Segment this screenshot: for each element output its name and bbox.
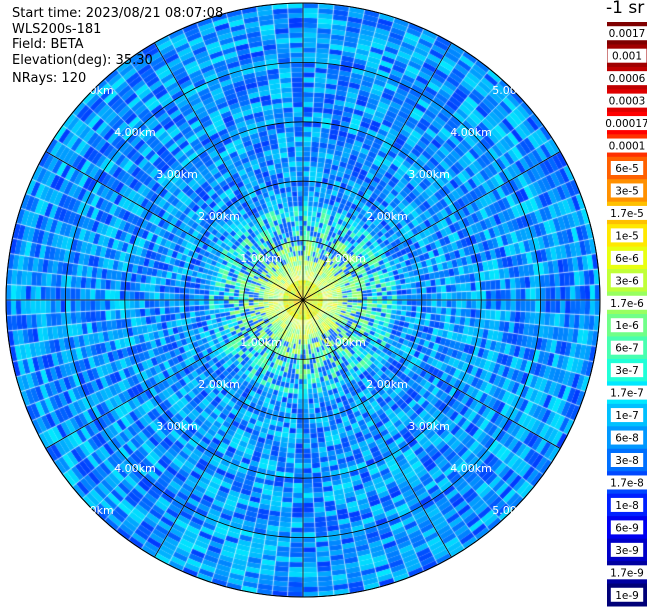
colorbar-tick-label: 0.0006 <box>609 73 646 85</box>
colorbar-label-bg <box>610 340 644 355</box>
ring-label: 5.00km <box>492 504 534 517</box>
colorbar-label-bg <box>610 587 644 602</box>
colorbar-label-bg <box>604 295 647 310</box>
ring-label: 2.00km <box>198 210 240 223</box>
colorbar-tick-label: 1.7e-6 <box>610 298 644 310</box>
colorbar-label-bg <box>610 497 644 512</box>
ring-label: 4.00km <box>114 462 156 475</box>
colorbar-tick-label: 0.00017 <box>605 118 647 130</box>
azimuth-spoke <box>302 299 561 449</box>
ring-label: 2.00km <box>366 378 408 391</box>
ring-label: 5.00km <box>72 84 114 97</box>
colorbar-tick-label: 6e-7 <box>615 343 639 355</box>
start-time-label: Start time: 2023/08/21 08:07:08 <box>12 6 224 21</box>
azimuth-spoke <box>45 151 304 301</box>
ring-label: 5.00km <box>492 84 534 97</box>
nrays-label: NRays: 120 <box>12 71 87 86</box>
colorbar-label-bg <box>604 93 647 108</box>
colorbar-label-bg <box>610 228 644 243</box>
ring-label: 4.00km <box>450 126 492 139</box>
ring-label: 1.00km <box>240 336 282 349</box>
colorbar-label-bg <box>610 408 644 423</box>
colorbar-tick-label: 3e-7 <box>615 365 639 377</box>
ring-label: 1.00km <box>324 336 366 349</box>
colorbar-tick-label: 1.7e-8 <box>610 477 644 489</box>
colorbar-tick-label: 6e-6 <box>615 253 639 265</box>
colorbar-label-bg <box>604 205 647 220</box>
azimuth-spoke <box>302 299 452 558</box>
colorbar-label-bg <box>610 318 644 333</box>
colorbar-tick-label: 6e-8 <box>615 433 639 445</box>
colorbar-tick-label: 3e-6 <box>615 275 639 287</box>
colorbar-label-bg <box>610 453 644 467</box>
azimuth-spoke <box>154 42 304 301</box>
field-label: Field: BETA <box>12 37 84 52</box>
colorbar-label-bg <box>610 250 644 265</box>
ring-label: 5.00km <box>72 504 114 517</box>
colorbar-tick-label: 1.7e-5 <box>610 208 644 220</box>
colorbar-label-bg <box>604 385 647 400</box>
azimuth-spoke <box>45 299 304 449</box>
colorbar-label-bg <box>604 475 647 490</box>
ring-label: 2.00km <box>366 210 408 223</box>
colorbar-tick-label: 1.7e-7 <box>610 388 644 400</box>
azimuth-spoke <box>302 151 561 301</box>
elevation-label: Elevation(deg): 35.30 <box>12 53 153 68</box>
colorbar-tick-label: 3e-9 <box>615 545 639 557</box>
colorbar-tick-label: 3e-8 <box>615 455 639 467</box>
ring-label: 4.00km <box>114 126 156 139</box>
colorbar-label-bg <box>610 542 644 557</box>
ring-label: 3.00km <box>408 420 450 433</box>
colorbar-label-bg <box>610 363 644 378</box>
azimuth-spoke <box>302 42 452 301</box>
colorbar-tick-label: 1e-8 <box>615 500 639 512</box>
colorbar-label-bg <box>610 161 644 175</box>
colorbar-tick-label: 1e-6 <box>615 320 639 332</box>
colorbar-label-bg <box>600 116 647 131</box>
ring-label: 2.00km <box>198 378 240 391</box>
azimuth-spoke <box>154 299 304 558</box>
instrument-label: WLS200s-181 <box>12 22 102 37</box>
ring-label: 4.00km <box>450 462 492 475</box>
ring-label: 3.00km <box>156 168 198 181</box>
colorbar-tick-label: 0.0017 <box>609 28 646 40</box>
ring-label: 1.00km <box>324 252 366 265</box>
colorbar-tick-label: 0.0001 <box>609 141 646 153</box>
colorbar-label-bg <box>604 71 647 86</box>
colorbar-unit-label: -1 sr <box>606 0 645 18</box>
colorbar-tick-label: 1e-9 <box>615 590 639 602</box>
colorbar-tick-label: 1.7e-9 <box>610 567 644 579</box>
ring-label: 3.00km <box>408 168 450 181</box>
colorbar-label-bg <box>604 26 647 41</box>
ring-label: 1.00km <box>240 252 282 265</box>
colorbar-tick-label: 3e-5 <box>615 185 639 197</box>
colorbar-label-bg <box>604 565 647 580</box>
colorbar-label-bg <box>610 183 644 198</box>
colorbar-tick-label: 6e-9 <box>615 522 639 534</box>
ring-label: 3.00km <box>156 420 198 433</box>
colorbar-label-bg <box>610 520 644 535</box>
colorbar-label-bg <box>604 138 647 153</box>
colorbar-tick-label: 6e-5 <box>615 163 639 175</box>
colorbar-label-bg <box>610 273 644 288</box>
colorbar-label-bg <box>610 430 644 445</box>
colorbar-tick-label: 0.001 <box>612 51 642 63</box>
colorbar-tick-label: 0.0003 <box>609 96 646 108</box>
colorbar-tick-label: 1e-7 <box>615 410 639 422</box>
colorbar-label-bg <box>607 48 647 63</box>
colorbar-tick-label: 1e-5 <box>615 230 639 242</box>
